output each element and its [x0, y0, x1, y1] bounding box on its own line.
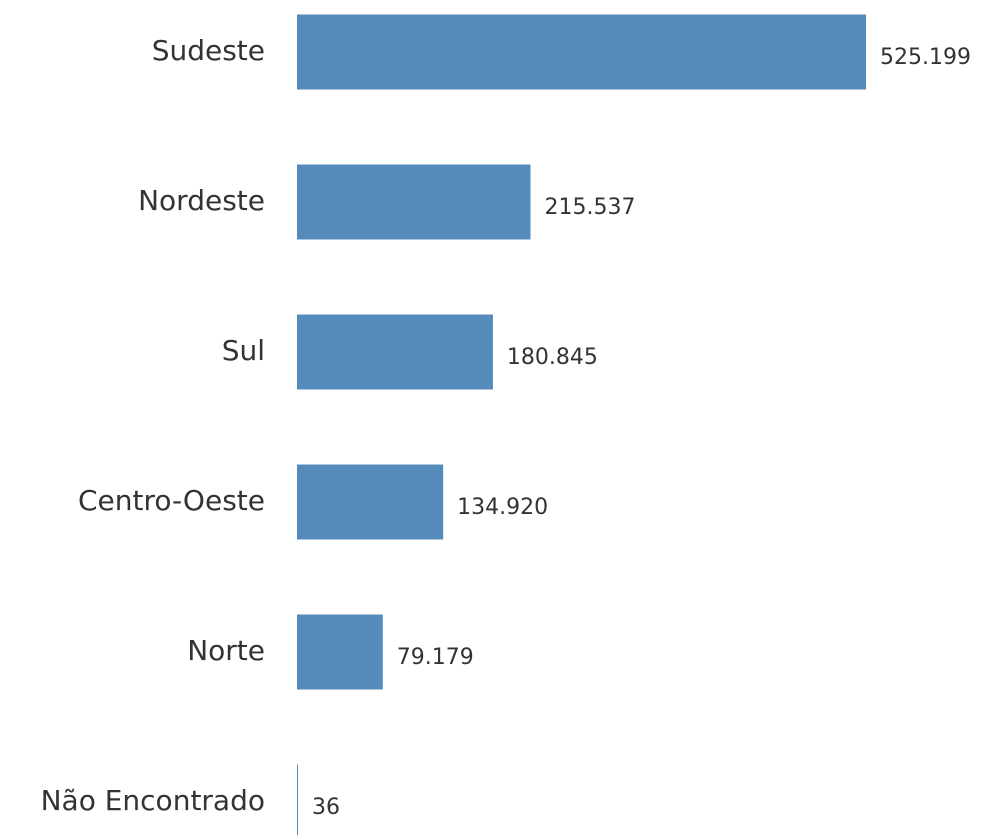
category-label: Sudeste — [152, 34, 265, 67]
bar — [297, 764, 298, 835]
category-label: Sul — [222, 334, 265, 367]
bar — [297, 614, 383, 690]
value-label: 36 — [312, 795, 340, 820]
category-label: Nordeste — [138, 184, 265, 217]
bar — [297, 464, 444, 540]
bar — [297, 164, 531, 240]
bar — [297, 314, 493, 390]
value-label: 525.199 — [880, 45, 971, 70]
category-label: Centro-Oeste — [78, 484, 265, 517]
category-label: Norte — [187, 634, 265, 667]
value-label: 134.920 — [457, 495, 548, 520]
category-label: Não Encontrado — [41, 784, 265, 817]
value-label: 79.179 — [397, 645, 474, 670]
value-label: 215.537 — [545, 195, 636, 220]
bar — [297, 14, 866, 90]
value-label: 180.845 — [507, 345, 598, 370]
